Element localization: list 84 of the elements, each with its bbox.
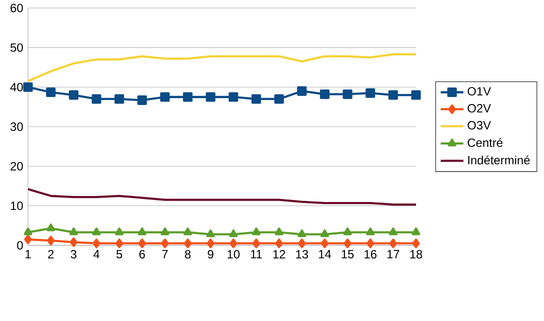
point <box>206 238 214 248</box>
y-tick-label: 10 <box>10 202 23 210</box>
point <box>229 229 238 238</box>
point <box>388 227 398 236</box>
point <box>411 90 421 100</box>
point <box>228 92 238 102</box>
point <box>342 89 352 100</box>
point <box>320 89 330 100</box>
legend-label: Centré <box>468 138 502 147</box>
point <box>320 238 329 248</box>
x-tick-label: 3 <box>70 250 76 258</box>
x-tick-label: 13 <box>296 250 308 258</box>
point <box>412 227 420 236</box>
point <box>182 92 193 102</box>
point <box>320 229 329 238</box>
point <box>92 94 102 104</box>
y-tick-label: 20 <box>10 162 23 170</box>
x-tick-label: 5 <box>116 250 122 258</box>
x-tick-label: 6 <box>139 250 145 258</box>
point <box>70 237 78 247</box>
point <box>138 238 146 248</box>
point <box>274 227 284 236</box>
y-tick-label: 0 <box>17 241 23 250</box>
point <box>366 238 374 248</box>
y-tick-label: 40 <box>10 82 23 92</box>
x-tick-label: 7 <box>162 250 168 258</box>
point <box>23 82 33 92</box>
point <box>344 238 352 248</box>
point <box>412 238 420 248</box>
point <box>115 227 124 236</box>
y-tick-label: 60 <box>10 4 23 12</box>
point <box>68 90 78 100</box>
point <box>24 234 32 244</box>
point <box>137 95 147 105</box>
legend-label: O2V <box>468 104 491 113</box>
legend-label: O3V <box>468 121 491 130</box>
point <box>366 227 375 236</box>
point <box>183 227 192 236</box>
x-tick-label: 1 <box>26 250 31 258</box>
point <box>92 227 101 236</box>
point <box>160 227 170 236</box>
x-tick-label: 10 <box>228 250 240 258</box>
x-tick-label: 14 <box>318 250 331 258</box>
x-tick-label: 9 <box>208 250 214 258</box>
x-tick-label: 16 <box>364 250 376 258</box>
point <box>184 238 192 248</box>
x-tick-label: 4 <box>93 250 100 258</box>
point <box>251 94 262 104</box>
x-tick-label: 11 <box>250 250 262 258</box>
point <box>69 227 78 236</box>
point <box>161 238 169 248</box>
y-tick-label: 30 <box>10 122 23 131</box>
x-tick-label: 17 <box>387 250 400 258</box>
legend-label: O1V <box>468 87 491 96</box>
point <box>343 227 352 236</box>
point <box>114 94 124 104</box>
point <box>389 238 398 248</box>
point <box>92 238 100 248</box>
legend-label: Indéterminé <box>468 155 530 164</box>
point <box>138 227 146 236</box>
point <box>388 90 398 100</box>
x-tick-label: 18 <box>410 250 422 258</box>
point <box>298 238 306 248</box>
point <box>230 238 238 248</box>
x-tick-label: 12 <box>273 250 286 258</box>
point <box>46 236 55 246</box>
point <box>206 92 216 102</box>
point <box>252 227 261 236</box>
point <box>46 87 56 98</box>
point <box>206 229 215 238</box>
point <box>275 238 283 248</box>
point <box>274 94 284 104</box>
point <box>298 229 306 238</box>
point <box>24 227 32 236</box>
point <box>297 86 307 96</box>
point <box>366 88 376 98</box>
y-tick-label: 50 <box>10 43 23 52</box>
x-tick-label: 2 <box>48 250 54 258</box>
x-tick-label: 8 <box>184 250 191 258</box>
point <box>160 92 170 102</box>
point <box>115 238 124 248</box>
x-tick-label: 15 <box>342 250 354 258</box>
point <box>46 224 56 232</box>
point <box>252 238 260 248</box>
